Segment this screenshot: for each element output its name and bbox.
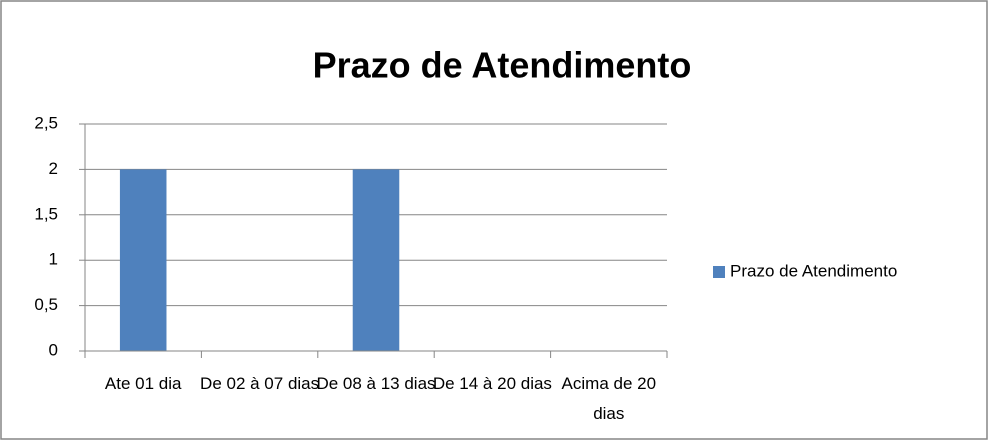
x-tick-label: Ate 01 dia (104, 374, 182, 393)
y-tick-label: 1 (49, 250, 58, 269)
bar (352, 169, 400, 351)
x-tick-label: Acima de 20 dias (561, 374, 657, 423)
y-tick-label: 2 (49, 159, 58, 178)
y-tick-label: 2,5 (34, 113, 58, 132)
x-tick-label: De 08 à 13 dias (316, 374, 436, 393)
chart-title: Prazo de Atendimento (313, 45, 692, 86)
bar (119, 169, 167, 351)
legend-swatch (713, 266, 725, 278)
y-tick-label: 1,5 (34, 204, 58, 223)
y-tick-label: 0,5 (34, 295, 58, 314)
x-tick-label: De 02 à 07 dias (200, 374, 320, 393)
y-tick-label: 0 (49, 340, 58, 359)
legend-label: Prazo de Atendimento (730, 261, 897, 280)
x-tick-label: De 14 à 20 dias (432, 374, 552, 393)
